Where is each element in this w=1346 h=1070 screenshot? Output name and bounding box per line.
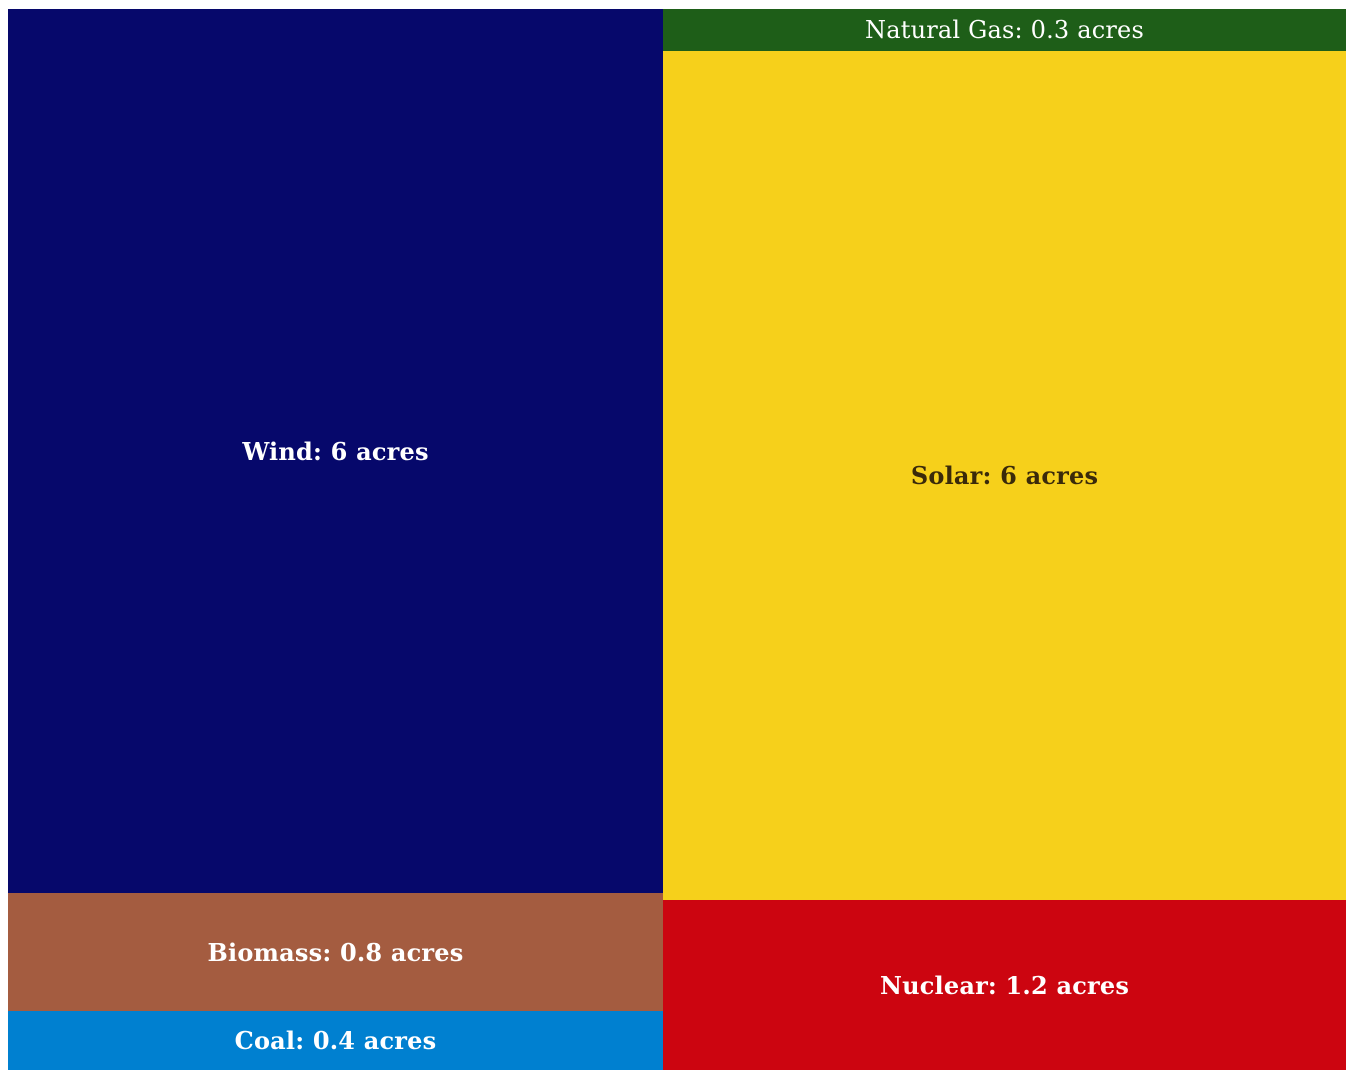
treemap-label-biomass: Biomass: 0.8 acres: [207, 937, 464, 967]
treemap-label-coal: Coal: 0.4 acres: [234, 1026, 437, 1055]
treemap-tile-wind: Wind: 6 acres: [8, 9, 663, 893]
treemap-label-solar: Solar: 6 acres: [910, 461, 1099, 490]
treemap-tile-natural-gas: Natural Gas: 0.3 acres: [663, 9, 1346, 51]
treemap-tile-biomass: Biomass: 0.8 acres: [8, 893, 663, 1011]
treemap-label-wind: Wind: 6 acres: [242, 436, 429, 466]
treemap-tile-coal: Coal: 0.4 acres: [8, 1011, 663, 1070]
treemap-label-nuclear: Nuclear: 1.2 acres: [879, 970, 1130, 1000]
treemap-tile-solar: Solar: 6 acres: [663, 51, 1346, 900]
treemap-tile-nuclear: Nuclear: 1.2 acres: [663, 900, 1346, 1070]
treemap-label-natural-gas: Natural Gas: 0.3 acres: [865, 16, 1144, 44]
